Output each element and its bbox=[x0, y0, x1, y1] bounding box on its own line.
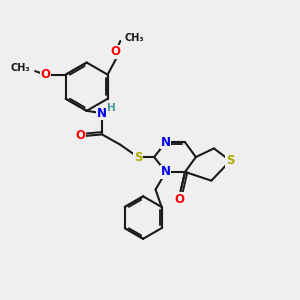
Text: S: S bbox=[226, 154, 235, 167]
Text: CH₃: CH₃ bbox=[124, 33, 144, 43]
Text: H: H bbox=[107, 103, 116, 113]
Text: O: O bbox=[75, 129, 85, 142]
Text: O: O bbox=[40, 68, 50, 81]
Text: O: O bbox=[174, 193, 184, 206]
Text: N: N bbox=[161, 165, 171, 178]
Text: S: S bbox=[134, 151, 142, 164]
Text: N: N bbox=[97, 107, 107, 120]
Text: CH₃: CH₃ bbox=[11, 63, 31, 73]
Text: O: O bbox=[111, 45, 121, 58]
Text: N: N bbox=[161, 136, 171, 149]
